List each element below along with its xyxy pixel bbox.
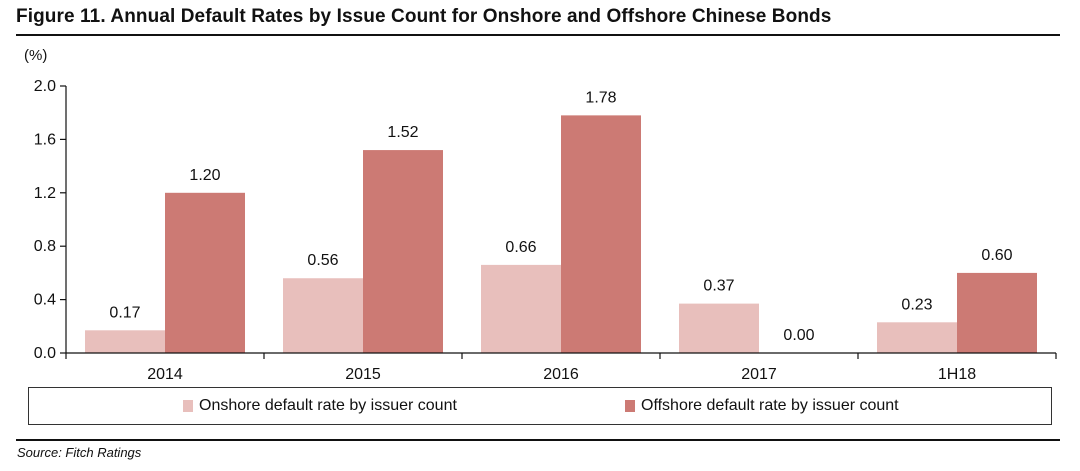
- offshore-bar: [165, 192, 245, 353]
- x-tick-label: 2014: [147, 366, 183, 383]
- data-labels: 0.17 1.20 0.56 1.52 0.66 1.78 0.37 0.00 0.23 0.60: [109, 89, 1012, 344]
- legend-label-offshore: Offshore default rate by issuer count: [641, 397, 899, 414]
- onshore-bar: [877, 322, 957, 353]
- x-tick-label: 2017: [741, 366, 777, 383]
- offshore-value-label: 1.20: [189, 167, 220, 184]
- offshore-value-label: 0.00: [783, 327, 814, 344]
- onshore-value-label: 0.56: [307, 252, 338, 269]
- x-tick-label: 1H18: [938, 366, 976, 383]
- offshore-swatch-icon: [625, 400, 635, 412]
- onshore-value-label: 0.66: [505, 239, 536, 256]
- onshore-swatch-icon: [183, 400, 193, 412]
- offshore-value-label: 1.78: [585, 89, 616, 106]
- offshore-bar: [363, 150, 443, 353]
- x-tick-label: 2015: [345, 366, 381, 383]
- bar-chart: (%) 0.00.40.81.21.62.0 0.171.200.561.520…: [24, 47, 1057, 383]
- y-tick-label: 2.0: [34, 78, 56, 95]
- onshore-value-label: 0.37: [703, 278, 734, 295]
- onshore-bar: [283, 278, 363, 353]
- y-tick-label: 0.4: [34, 292, 56, 309]
- onshore-value-label: 0.23: [901, 296, 932, 313]
- y-tick-label: 0.0: [34, 345, 56, 362]
- y-axis-unit-label: (%): [24, 47, 47, 64]
- legend-label-onshore: Onshore default rate by issuer count: [199, 397, 457, 414]
- onshore-value-label: 0.17: [109, 304, 140, 321]
- figure-title: Figure 11. Annual Default Rates by Issue…: [16, 6, 832, 27]
- legend: Onshore default rate by issuer count Off…: [28, 387, 1052, 425]
- legend-item-onshore: Onshore default rate by issuer count: [183, 397, 457, 415]
- source-note: Source: Fitch Ratings: [17, 445, 142, 460]
- offshore-bar: [957, 272, 1037, 353]
- title-rule: [16, 34, 1060, 36]
- onshore-bar: [679, 303, 759, 353]
- offshore-bar: [561, 115, 641, 354]
- x-tick-label: 2016: [543, 366, 579, 383]
- y-axis-ticks: 0.0 0.4 0.8 1.2 1.6 2.0: [34, 78, 66, 362]
- x-axis-ticks: 2014 2015 2016 2017 1H18: [65, 353, 1057, 383]
- y-tick-label: 1.2: [34, 185, 56, 202]
- source-rule: [16, 439, 1060, 441]
- offshore-value-label: 1.52: [387, 124, 418, 141]
- legend-item-offshore: Offshore default rate by issuer count: [625, 397, 899, 415]
- y-tick-label: 0.8: [34, 238, 56, 255]
- y-tick-label: 1.6: [34, 131, 56, 148]
- onshore-bar: [481, 264, 561, 353]
- onshore-bar: [85, 330, 165, 353]
- offshore-value-label: 0.60: [981, 247, 1012, 264]
- bar-series: [85, 115, 1037, 354]
